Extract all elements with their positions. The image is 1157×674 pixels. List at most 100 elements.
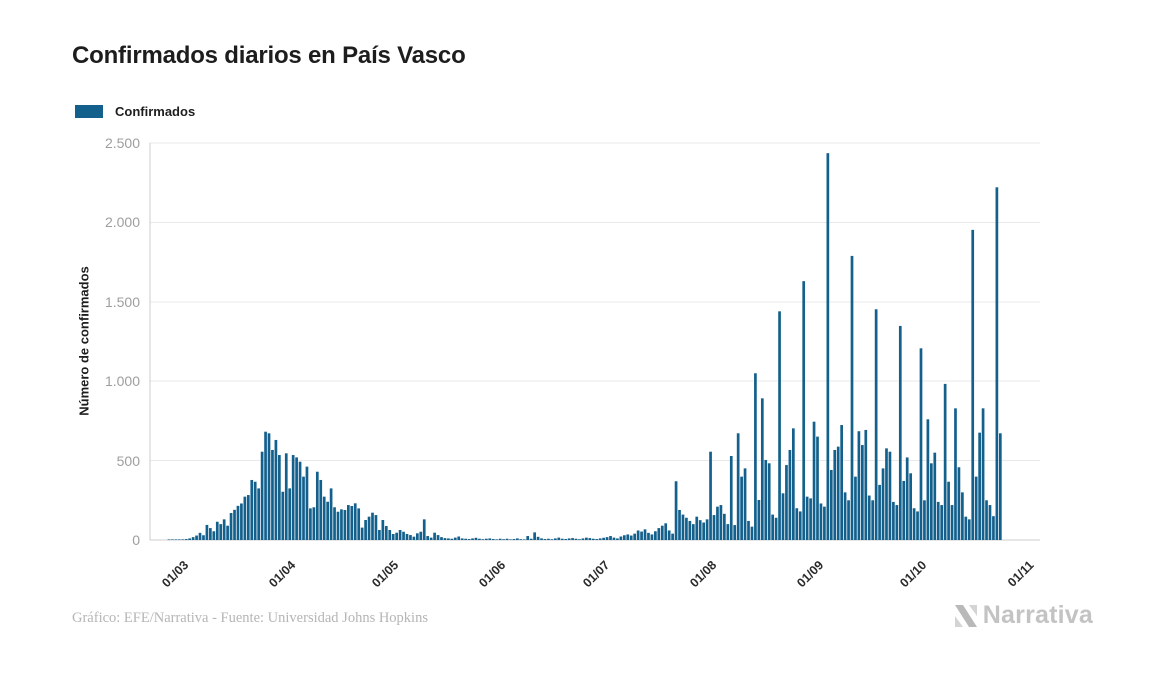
- bar[interactable]: [367, 516, 371, 540]
- bar[interactable]: [840, 425, 843, 540]
- bar[interactable]: [240, 503, 243, 540]
- bar[interactable]: [309, 508, 312, 540]
- bar[interactable]: [995, 187, 999, 540]
- bar[interactable]: [816, 436, 819, 540]
- bar[interactable]: [691, 524, 695, 540]
- bar[interactable]: [605, 537, 609, 540]
- bar[interactable]: [481, 539, 485, 540]
- bar[interactable]: [453, 537, 457, 540]
- bar[interactable]: [898, 325, 902, 540]
- bar[interactable]: [257, 488, 261, 540]
- bar[interactable]: [595, 539, 599, 540]
- bar[interactable]: [788, 449, 792, 540]
- bar[interactable]: [581, 538, 585, 540]
- bar[interactable]: [443, 538, 447, 540]
- bar[interactable]: [716, 506, 719, 540]
- bar[interactable]: [336, 511, 340, 540]
- bar[interactable]: [802, 281, 806, 540]
- bar[interactable]: [629, 535, 633, 540]
- bar[interactable]: [954, 408, 957, 540]
- bar[interactable]: [536, 536, 540, 540]
- bar[interactable]: [709, 451, 712, 540]
- bar[interactable]: [302, 476, 305, 540]
- bar[interactable]: [495, 539, 499, 540]
- bar[interactable]: [588, 538, 592, 540]
- bar[interactable]: [726, 524, 730, 540]
- bar[interactable]: [981, 408, 985, 540]
- bar[interactable]: [374, 515, 378, 540]
- bar[interactable]: [971, 229, 975, 541]
- bar[interactable]: [785, 465, 788, 540]
- bar[interactable]: [360, 527, 364, 540]
- bar[interactable]: [674, 481, 678, 540]
- bar[interactable]: [271, 449, 274, 540]
- bar[interactable]: [440, 537, 443, 540]
- bar[interactable]: [460, 538, 464, 540]
- bar[interactable]: [384, 526, 388, 540]
- bar[interactable]: [591, 538, 595, 540]
- bar[interactable]: [847, 500, 850, 540]
- bar[interactable]: [184, 539, 188, 540]
- bar[interactable]: [609, 536, 612, 540]
- bar[interactable]: [547, 538, 550, 540]
- bar[interactable]: [895, 505, 899, 540]
- bar[interactable]: [295, 457, 298, 540]
- bar[interactable]: [712, 515, 716, 540]
- bar[interactable]: [729, 455, 733, 540]
- bar[interactable]: [233, 509, 236, 540]
- bar[interactable]: [909, 473, 912, 540]
- bar[interactable]: [654, 531, 657, 540]
- bar[interactable]: [274, 439, 278, 540]
- bar[interactable]: [861, 445, 864, 540]
- bar[interactable]: [602, 537, 605, 540]
- bar[interactable]: [209, 528, 212, 540]
- bar[interactable]: [881, 468, 885, 540]
- bar[interactable]: [467, 539, 471, 540]
- bar[interactable]: [892, 501, 895, 540]
- bar[interactable]: [619, 536, 623, 540]
- bar[interactable]: [747, 520, 750, 540]
- bar[interactable]: [212, 531, 216, 540]
- bar[interactable]: [736, 433, 740, 540]
- bar[interactable]: [767, 463, 771, 540]
- bar[interactable]: [484, 538, 488, 540]
- bar[interactable]: [478, 538, 481, 540]
- bar[interactable]: [643, 529, 647, 540]
- bar[interactable]: [719, 505, 723, 540]
- bar[interactable]: [550, 539, 554, 540]
- bar[interactable]: [226, 525, 229, 540]
- bar[interactable]: [957, 467, 961, 540]
- bar[interactable]: [612, 537, 616, 540]
- bar[interactable]: [250, 479, 254, 540]
- bar[interactable]: [278, 455, 281, 540]
- bar[interactable]: [795, 508, 799, 540]
- bar[interactable]: [426, 536, 430, 540]
- bar[interactable]: [633, 533, 637, 540]
- bar[interactable]: [371, 512, 374, 540]
- bar[interactable]: [191, 537, 195, 540]
- bar[interactable]: [488, 538, 492, 540]
- bar[interactable]: [195, 535, 198, 540]
- legend-item-confirmados[interactable]: Confirmados: [75, 104, 195, 119]
- bar[interactable]: [326, 501, 330, 540]
- bar[interactable]: [509, 539, 512, 540]
- bar[interactable]: [347, 505, 350, 540]
- bar[interactable]: [929, 463, 933, 540]
- bar[interactable]: [626, 534, 630, 540]
- bar[interactable]: [398, 530, 402, 540]
- bar[interactable]: [864, 429, 868, 540]
- bar[interactable]: [792, 428, 795, 540]
- bar[interactable]: [322, 496, 326, 540]
- bar[interactable]: [947, 481, 950, 540]
- bar[interactable]: [636, 530, 640, 540]
- bar[interactable]: [992, 516, 995, 540]
- bar[interactable]: [540, 538, 543, 540]
- bar[interactable]: [740, 476, 743, 540]
- bar[interactable]: [419, 531, 423, 540]
- bar[interactable]: [522, 539, 526, 540]
- bar[interactable]: [502, 539, 505, 540]
- bar[interactable]: [291, 455, 295, 540]
- bar[interactable]: [177, 539, 181, 540]
- bar[interactable]: [812, 421, 816, 540]
- bar[interactable]: [526, 536, 530, 540]
